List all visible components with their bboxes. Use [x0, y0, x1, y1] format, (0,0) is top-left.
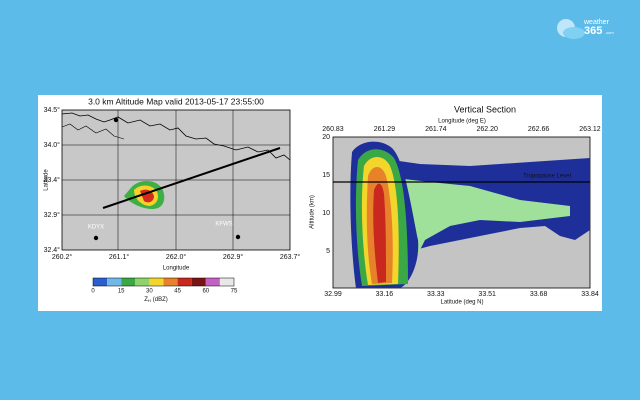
y-tick-label: 34.0°	[44, 141, 61, 149]
border	[61, 112, 291, 161]
x-tick-label: 262.9°	[223, 253, 244, 261]
x-axis-label: Latitude (deg N)	[440, 300, 483, 306]
x-axis-label: Longitude	[163, 266, 190, 272]
logo-cloud	[563, 27, 585, 39]
top-tick-label: 260.83	[322, 126, 344, 133]
border	[61, 123, 125, 140]
annotation: Tropopause Level	[523, 174, 571, 180]
top-tick-label: 261.74	[425, 126, 447, 133]
y-tick-label: 10	[322, 210, 330, 217]
logo-word: weather	[583, 19, 610, 26]
map-grid	[62, 110, 290, 250]
x-tick-label: 32.99	[324, 291, 342, 298]
x-tick-label: 33.16	[376, 291, 394, 298]
colorbar-cell	[219, 278, 234, 286]
station-dot	[235, 234, 241, 240]
top-tick-label: 261.29	[374, 126, 396, 133]
echo-core	[373, 183, 386, 283]
top-axis-label: Longitude (deg E)	[438, 119, 486, 125]
x-tick-label: 33.68	[530, 291, 548, 298]
colorbar-tick-label: 30	[146, 289, 153, 295]
tick-labels: 260.2° 261.1° 262.0° 262.9° 263.7° 34.5° 34.0°…	[44, 106, 601, 298]
y-tick-label: 33.4°	[44, 176, 61, 184]
colorbar-tick-label: 0	[91, 289, 95, 295]
colorbar-tick-label: 15	[118, 289, 125, 295]
colorbar-frame	[92, 277, 235, 287]
colorbar-cell	[205, 278, 220, 286]
y-axis-label: Altitude (km)	[310, 195, 316, 229]
section-line	[102, 147, 281, 209]
station-label: KDYX	[88, 225, 104, 231]
top-tick-label: 262.66	[528, 126, 550, 133]
logo-suffix: .com	[605, 30, 614, 35]
y-tick-label: 32.4°	[44, 246, 61, 254]
colorbar-cell	[135, 278, 150, 286]
y-tick-label: 34.5°	[44, 106, 61, 114]
station-dot	[93, 235, 99, 241]
colorbar: 0 15 30 45 60 75	[91, 277, 238, 295]
colorbar-tick-label: 75	[231, 289, 238, 295]
colorbar-cell	[149, 278, 164, 286]
colorbar-tick-label: 60	[202, 289, 209, 295]
colorbar-label-sub: H	[148, 298, 151, 303]
y-axis-label: Latitude	[44, 169, 50, 191]
colorbar-label: ZH (dBZ)	[144, 297, 168, 303]
colorbar-cell	[177, 278, 192, 286]
top-tick-label: 262.20	[476, 126, 498, 133]
top-tick-label: 263.12	[579, 126, 601, 133]
colorbar-cell	[163, 278, 178, 286]
x-tick-label: 33.84	[581, 291, 599, 298]
y-tick-label: 5	[326, 248, 330, 255]
x-tick-label: 33.51	[478, 291, 496, 298]
echo-moderate	[395, 178, 570, 270]
colorbar-cell	[107, 278, 122, 286]
logo-number: 365	[584, 25, 602, 37]
colorbar-cell	[93, 278, 108, 286]
station-dot	[113, 117, 119, 123]
colorbar-label-unit: (dBZ)	[153, 297, 168, 303]
x-tick-label: 33.33	[427, 291, 445, 298]
x-tick-label: 261.1°	[109, 253, 130, 261]
x-tick-label: 263.7°	[280, 253, 301, 261]
y-tick-label: 20	[322, 134, 330, 141]
y-tick-label: 15	[322, 172, 330, 179]
x-tick-label: 262.0°	[166, 253, 187, 261]
colorbar-label-symbol: Z	[144, 297, 148, 303]
x-tick-label: 260.2°	[52, 253, 73, 261]
section-title: Vertical Section	[454, 104, 516, 114]
map-title: 3.0 km Altitude Map valid 2013-05-17 23:…	[88, 96, 264, 106]
colorbar-cell	[121, 278, 136, 286]
station-label: KFWS	[215, 222, 232, 228]
colorbar-cell	[191, 278, 206, 286]
colorbar-tick-label: 45	[174, 289, 181, 295]
y-tick-label: 32.9°	[44, 211, 61, 219]
